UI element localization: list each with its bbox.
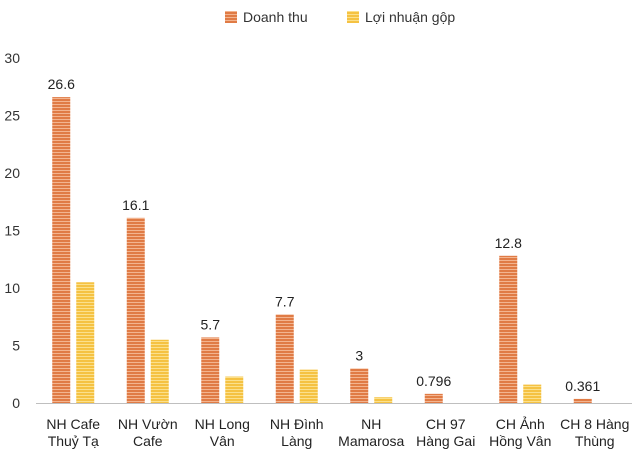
data-label: 5.7: [201, 316, 221, 332]
x-category-label: NH: [361, 416, 381, 432]
bar-loi-nhuan-7: [523, 384, 542, 403]
bar-doanh-thu-5: [350, 368, 369, 403]
y-tick-label: 10: [4, 280, 20, 296]
x-category-label: CH 97: [426, 416, 466, 432]
x-category-label: Thùng: [575, 433, 615, 449]
data-label: 0.796: [416, 373, 451, 389]
y-axis: 0 5 10 15 20 25 30: [4, 50, 20, 411]
data-label: 0.361: [565, 378, 600, 394]
x-category-label: Hàng Gai: [416, 433, 475, 449]
x-category-label: CH 8 Hàng: [560, 416, 629, 432]
bar-doanh-thu-4: [275, 314, 294, 403]
bar-doanh-thu-1: [52, 97, 71, 403]
x-category-label: Hồng Vân: [489, 433, 551, 449]
bar-loi-nhuan-1: [76, 282, 95, 403]
legend-swatch-2: [347, 11, 359, 23]
y-tick-label: 5: [12, 338, 20, 354]
x-category-label: CH Ảnh: [496, 416, 545, 432]
y-tick-label: 20: [4, 165, 20, 181]
data-label: 26.6: [48, 76, 75, 92]
legend: Doanh thu Lợi nhuận gộp: [225, 9, 455, 25]
bar-doanh-thu-3: [201, 337, 220, 403]
x-category-label: Làng: [281, 433, 312, 449]
data-label: 12.8: [495, 235, 522, 251]
y-tick-label: 0: [12, 395, 20, 411]
x-category-label: Thuỷ Tạ: [48, 433, 99, 449]
y-tick-label: 30: [4, 50, 20, 66]
bar-loi-nhuan-5: [374, 397, 393, 403]
x-category-label: Vân: [210, 433, 235, 449]
legend-label-1: Doanh thu: [243, 9, 308, 25]
y-tick-label: 25: [4, 108, 20, 124]
bar-loi-nhuan-2: [150, 339, 169, 403]
x-category-label: NH Đình: [270, 416, 324, 432]
legend-label-2: Lợi nhuận gộp: [365, 9, 455, 25]
bar-loi-nhuan-3: [225, 376, 244, 403]
y-tick-label: 15: [4, 223, 20, 239]
x-category-label: NH Cafe: [46, 416, 100, 432]
data-label: 3: [355, 348, 363, 364]
x-category-label: NH Vườn: [118, 416, 178, 432]
bar-doanh-thu-7: [499, 255, 518, 403]
bar-loi-nhuan-4: [299, 369, 318, 403]
x-category-label: Mamarosa: [338, 433, 404, 449]
bars: 26.6 16.1 5.7 7.7 3 0.796 12.8 0.361: [48, 76, 600, 403]
x-category-label: NH Long: [195, 416, 250, 432]
x-category-label: Cafe: [133, 433, 163, 449]
bar-doanh-thu-2: [126, 217, 145, 403]
bar-doanh-thu-6: [424, 393, 443, 403]
legend-swatch-1: [225, 11, 237, 23]
bar-doanh-thu-8: [573, 398, 592, 403]
data-label: 16.1: [122, 197, 149, 213]
data-label: 7.7: [275, 293, 295, 309]
